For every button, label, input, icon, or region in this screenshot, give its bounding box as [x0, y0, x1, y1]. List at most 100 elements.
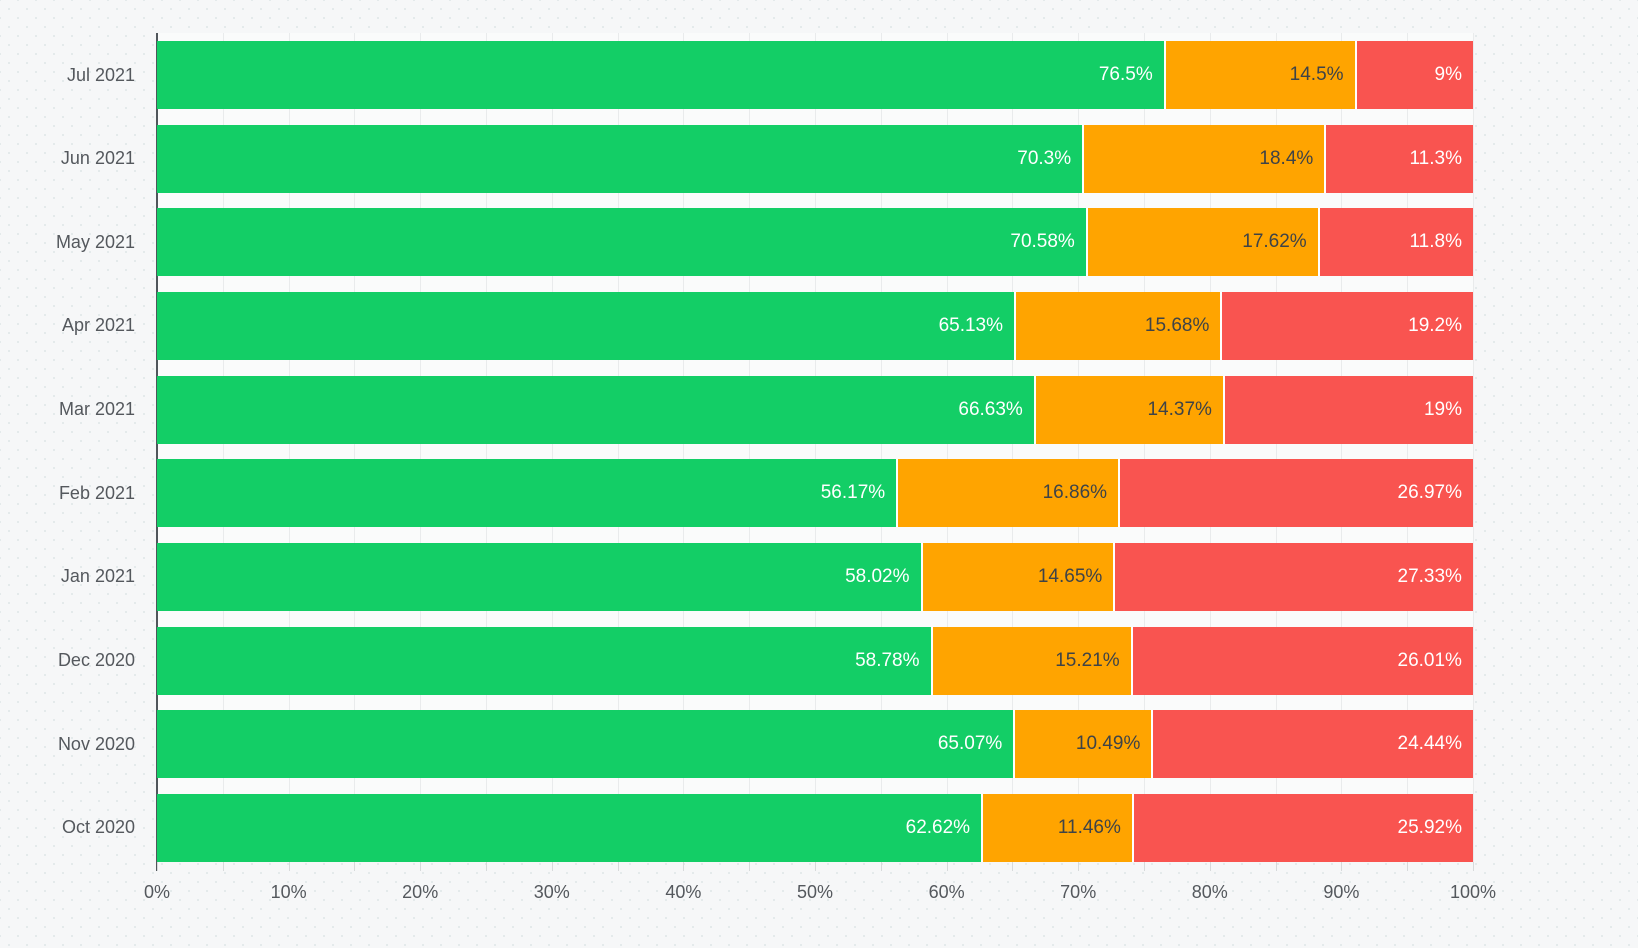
bar-track: 65.07% 10.49% 24.44%: [157, 710, 1473, 779]
bar-segment-value: 65.07%: [937, 733, 1003, 755]
bar-segment-value: 14.37%: [1147, 398, 1212, 420]
x-axis-tick: [1275, 862, 1277, 871]
bar-segment-value: 15.21%: [1055, 649, 1120, 671]
x-axis-tick: [946, 862, 948, 871]
bar-segment-value: 24.44%: [1397, 733, 1462, 755]
bar-segment-orange[interactable]: 15.21%: [930, 626, 1131, 695]
bar-segment-orange[interactable]: 16.86%: [896, 459, 1119, 528]
x-axis-tick: [683, 862, 685, 871]
bar-segment-value: 70.58%: [1010, 231, 1075, 253]
gridline: [1012, 33, 1014, 862]
bar-track: 56.17% 16.86% 26.97%: [157, 459, 1473, 528]
bar-segment-green[interactable]: 70.3%: [157, 124, 1083, 193]
bar-segment-orange[interactable]: 18.4%: [1082, 124, 1325, 193]
category-label: Jul 2021: [66, 64, 135, 85]
bar-segment-red[interactable]: 26.97%: [1118, 459, 1473, 528]
bar-segment-value: 15.68%: [1144, 314, 1210, 336]
category-label: May 2021: [55, 231, 135, 252]
bar-segment-value: 19.2%: [1408, 314, 1463, 336]
bar-segment-red[interactable]: 9%: [1354, 41, 1473, 109]
bar-segment-orange[interactable]: 14.37%: [1033, 375, 1223, 444]
bar-segment-red[interactable]: 24.44%: [1151, 710, 1473, 779]
bar-segment-value: 65.13%: [938, 314, 1004, 336]
x-axis-tick: [1473, 862, 1474, 871]
bar-segment-green[interactable]: 70.58%: [157, 208, 1086, 277]
bar-segment-value: 11.8%: [1409, 231, 1462, 253]
bar-segment-value: 17.62%: [1242, 231, 1307, 253]
gridline: [1473, 33, 1474, 862]
bar-row: Jun 2021 70.3% 18.4% 11.3%: [0, 124, 1473, 193]
x-axis-tick: [1407, 862, 1409, 871]
x-axis-tick: [1341, 862, 1343, 871]
bar-track: 65.13% 15.68% 19.2%: [157, 291, 1474, 360]
x-axis-ticks: [157, 862, 1474, 872]
gridline: [1209, 33, 1211, 862]
bar-segment-green[interactable]: 56.17%: [157, 459, 897, 528]
bar-segment-green[interactable]: 65.13%: [157, 291, 1015, 360]
x-axis-tick: [551, 862, 553, 871]
x-axis-tick: [815, 862, 816, 871]
x-axis-label: 50%: [796, 882, 834, 902]
bar-segment-green[interactable]: 66.63%: [157, 375, 1034, 444]
bar-track: 58.02% 14.65% 27.33%: [157, 542, 1473, 611]
gridline: [551, 33, 553, 862]
category-label: Mar 2021: [58, 399, 135, 420]
bar-track: 62.62% 11.46% 25.92%: [157, 793, 1473, 862]
bar-row: Dec 2020 58.78% 15.21% 26.01%: [0, 626, 1473, 695]
x-axis-label: 40%: [665, 882, 702, 902]
bar-segment-orange[interactable]: 11.46%: [981, 793, 1132, 862]
bar-segment-red[interactable]: 11.3%: [1324, 124, 1473, 193]
bar-segment-red[interactable]: 19%: [1222, 375, 1473, 444]
bar-segment-value: 70.3%: [1017, 147, 1072, 169]
bar-segment-orange[interactable]: 15.68%: [1014, 291, 1221, 360]
gridline: [288, 33, 290, 862]
x-axis-label: 20%: [402, 882, 439, 902]
bar-segment-orange[interactable]: 14.5%: [1163, 41, 1355, 109]
category-label: Oct 2020: [61, 817, 135, 838]
bar-segment-value: 11.46%: [1057, 816, 1121, 838]
bar-segment-red[interactable]: 26.01%: [1130, 626, 1473, 695]
bar-segment-value: 56.17%: [820, 482, 886, 504]
bar-track: 76.5% 14.5% 9%: [157, 41, 1473, 109]
category-label: Dec 2020: [57, 650, 135, 671]
bar-segment-orange[interactable]: 10.49%: [1013, 710, 1152, 779]
x-axis-tick: [222, 862, 224, 871]
x-axis-tick: [486, 862, 487, 871]
bar-segment-value: 9%: [1434, 64, 1462, 85]
bar-segment-orange[interactable]: 17.62%: [1085, 208, 1318, 277]
gridline: [946, 33, 948, 862]
bar-segment-value: 14.5%: [1289, 64, 1344, 85]
bar-segment-red[interactable]: 11.8%: [1317, 208, 1473, 277]
bar-segment-value: 11.3%: [1409, 147, 1462, 169]
category-label: Jun 2021: [60, 148, 135, 169]
gridline: [222, 33, 224, 862]
bar-rows: Jul 2021 76.5% 14.5% 9% Jun 2021 70.3% 18.4% 11…: [0, 33, 1474, 862]
bar-row: May 2021 70.58% 17.62% 11.8%: [0, 208, 1473, 277]
x-axis-tick: [288, 862, 290, 871]
x-axis-label: 70%: [1060, 882, 1097, 902]
bar-segment-green[interactable]: 62.62%: [157, 793, 982, 862]
bar-segment-green[interactable]: 65.07%: [157, 710, 1014, 779]
x-axis-tick: [1209, 862, 1211, 871]
bar-segment-value: 66.63%: [958, 398, 1023, 420]
x-axis-labels: 0% 10% 20% 30% 40% 50% 60% 70% 80% 90% 100%: [144, 874, 1496, 914]
bar-segment-green[interactable]: 76.5%: [157, 41, 1164, 109]
bar-row: Jan 2021 58.02% 14.65% 27.33%: [0, 542, 1473, 611]
x-axis-tick: [749, 862, 751, 871]
bar-row: Mar 2021 66.63% 14.37% 19%: [0, 375, 1473, 444]
bar-segment-red[interactable]: 19.2%: [1220, 291, 1474, 360]
y-axis-line: [156, 33, 158, 871]
bar-segment-value: 27.33%: [1397, 565, 1462, 587]
bar-segment-value: 58.78%: [855, 649, 920, 671]
x-axis-label: 80%: [1191, 882, 1228, 902]
bar-segment-green[interactable]: 58.78%: [157, 626, 931, 695]
bar-segment-red[interactable]: 27.33%: [1113, 542, 1473, 611]
bar-track: 70.58% 17.62% 11.8%: [157, 208, 1473, 277]
bar-segment-red[interactable]: 25.92%: [1131, 793, 1473, 862]
gridline: [1275, 33, 1277, 862]
bar-segment-orange[interactable]: 14.65%: [920, 542, 1114, 611]
gridline: [486, 33, 487, 862]
gridlines: [157, 33, 1474, 862]
bar-segment-green[interactable]: 58.02%: [157, 542, 921, 611]
